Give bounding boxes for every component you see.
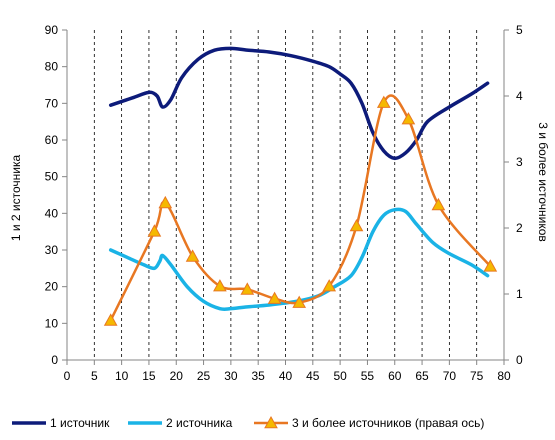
legend-label-1: 1 источник (50, 416, 110, 430)
series-3-point (349, 218, 364, 232)
vertical-grid-lines (93, 30, 478, 360)
x-tick-label: 55 (361, 369, 375, 383)
x-tick-label: 20 (170, 369, 184, 383)
y-left-tick-label: 50 (45, 170, 59, 184)
y-left-tick-label: 40 (45, 206, 59, 220)
x-tick-label: 0 (64, 369, 71, 383)
series-line-2 (108, 207, 490, 312)
series-3-point (431, 197, 446, 211)
series-3-point (483, 259, 498, 272)
legend: 1 источник 2 источника 3 и более источнико… (12, 415, 484, 430)
x-tick-label: 15 (142, 369, 156, 383)
x-tick-label: 80 (497, 369, 511, 383)
y-right-tick-label: 2 (516, 221, 523, 235)
y-left-tick-label: 60 (45, 133, 59, 147)
y-left-tick-label: 10 (45, 316, 59, 330)
x-tick-label: 10 (115, 369, 129, 383)
legend-label-3: 3 и более источников (правая ось) (292, 416, 484, 430)
series-3-point (240, 282, 255, 295)
series-3-point (185, 249, 200, 262)
chart-axes: 0 5 10 15 20 25 30 35 40 45 50 55 60 65 70 75 8001020304… (45, 23, 523, 383)
x-tick-label: 60 (388, 369, 402, 383)
series-layer (108, 46, 492, 322)
x-tick-label: 65 (415, 369, 429, 383)
y-left-tick-label: 0 (51, 353, 58, 367)
series-3-point (292, 295, 307, 308)
x-tick-label: 45 (306, 369, 320, 383)
x-tick-label: 30 (224, 369, 238, 383)
y-left-tick-label: 70 (45, 96, 59, 110)
x-tick-label: 50 (333, 369, 347, 383)
series-3-point (376, 95, 391, 108)
series-line-1 (108, 46, 490, 161)
y-axis-right-title: 3 и более источников (536, 122, 550, 242)
marker-layer (103, 95, 498, 326)
y-left-tick-label: 30 (45, 243, 59, 257)
y-left-tick-label: 80 (45, 60, 59, 74)
series-3-point (401, 112, 416, 125)
series-3-point (158, 195, 173, 209)
y-left-tick-label: 90 (45, 23, 59, 37)
y-right-tick-label: 1 (516, 287, 523, 301)
y-right-tick-label: 4 (516, 89, 523, 103)
x-tick-label: 5 (91, 369, 98, 383)
series-3-point (103, 313, 118, 326)
y-right-tick-label: 0 (516, 353, 523, 367)
legend-label-2: 2 источника (166, 416, 233, 430)
y-axis-left-title: 1 и 2 источника (9, 155, 23, 242)
series-3-point (267, 291, 282, 304)
y-right-tick-label: 5 (516, 23, 523, 37)
series-3-point (147, 224, 162, 237)
y-right-tick-label: 3 (516, 155, 523, 169)
series-3-point (322, 279, 337, 292)
x-tick-label: 40 (279, 369, 293, 383)
y-left-tick-label: 20 (45, 280, 59, 294)
x-tick-label: 35 (252, 369, 266, 383)
legend-marker-3 (264, 415, 278, 429)
x-tick-label: 25 (197, 369, 211, 383)
series-3-point (213, 279, 227, 292)
x-tick-label: 70 (443, 369, 457, 383)
x-tick-label: 75 (470, 369, 484, 383)
